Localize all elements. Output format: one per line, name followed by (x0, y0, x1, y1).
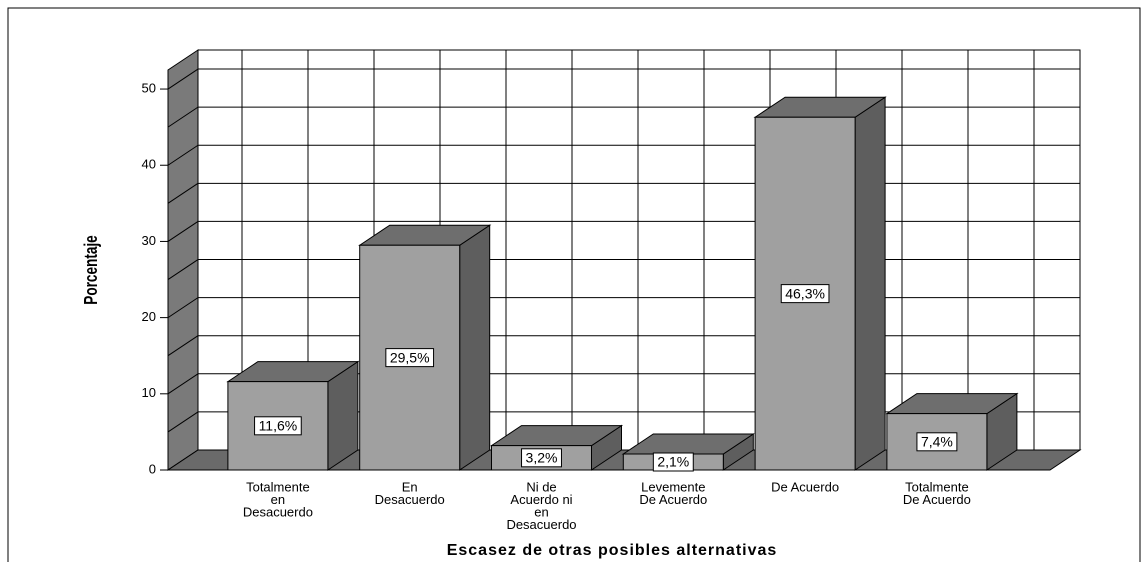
value-label: 7,4% (921, 434, 953, 450)
x-tick-label: De Acuerdo (903, 492, 971, 507)
bar-side (854, 96, 886, 471)
minor-grid-line (167, 106, 199, 128)
left-wall (167, 49, 199, 471)
y-tick-label: 0 (149, 461, 156, 476)
x-tick-label: Desacuerdo (243, 504, 313, 519)
grid-line (167, 297, 199, 319)
minor-grid-line (167, 259, 199, 280)
x-tick-label: En (402, 479, 418, 494)
y-tick-label: 20 (142, 309, 156, 324)
bar-side (459, 224, 491, 471)
y-tick-label: 40 (142, 157, 156, 172)
value-label: 46,3% (785, 285, 825, 301)
x-tick-label: Levemente (641, 479, 705, 494)
value-label: 11,6% (259, 418, 298, 434)
y-axis-title: Porcentaje (81, 235, 101, 304)
x-tick-label: Ni de (526, 479, 556, 494)
value-label: 29,5% (390, 349, 430, 365)
x-tick-label: Totalmente (905, 479, 969, 494)
x-tick-label: en (271, 492, 285, 507)
value-label: 3,2% (526, 450, 558, 466)
grid-line (167, 373, 199, 395)
value-label: 2,1% (657, 454, 689, 470)
value-label-box (652, 452, 694, 472)
grid-line (167, 68, 199, 90)
y-tick-label: 10 (142, 385, 156, 400)
value-label-box (916, 432, 958, 452)
grid-line (167, 144, 199, 166)
y-tick-label: 30 (142, 233, 156, 248)
value-label-box (385, 348, 435, 368)
x-axis-title: Escasez de otras posibles alternativas (447, 542, 778, 559)
minor-grid-line (167, 411, 199, 433)
value-label-box (521, 448, 562, 468)
x-tick-label: Desacuerdo (375, 492, 445, 507)
value-label-box (254, 416, 302, 436)
x-tick-label: Acuerdo ni (510, 492, 572, 507)
grid-line (167, 221, 199, 242)
x-tick-label: Totalmente (246, 479, 310, 494)
x-tick-label: en (534, 504, 548, 519)
x-tick-label: De Acuerdo (639, 492, 707, 507)
minor-grid-line (167, 335, 199, 357)
value-label-box (780, 284, 830, 304)
minor-grid-line (167, 182, 199, 204)
x-tick-label: Desacuerdo (506, 517, 576, 532)
x-tick-label: De Acuerdo (771, 479, 839, 494)
y-tick-label: 50 (142, 80, 156, 95)
